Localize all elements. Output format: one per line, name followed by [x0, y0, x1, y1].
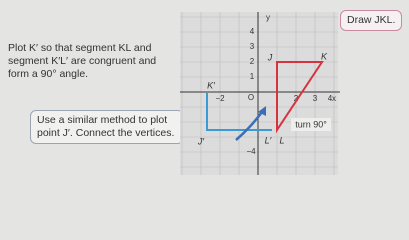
- point-label: L: [279, 135, 284, 145]
- point-label: K′: [207, 80, 215, 90]
- point-label: L′: [265, 135, 272, 145]
- graph: y x O 4 3 2 1 −4 −2 2 3 4 J K L L′ K′ J′…: [180, 12, 340, 175]
- tick-label: −4: [246, 147, 256, 156]
- point-label: J: [267, 52, 273, 62]
- page: Plot K′ so that segment KL and segment K…: [8, 10, 403, 175]
- axis-label: x: [332, 94, 336, 103]
- tick-label: 4: [328, 94, 333, 103]
- turn-label: turn 90°: [295, 119, 327, 129]
- tick-label: 2: [294, 94, 299, 103]
- arrow-head: [258, 106, 266, 116]
- origin-label: O: [248, 93, 254, 102]
- point-label: K: [321, 51, 328, 61]
- instruction-box: Use a similar method to plot point J′. C…: [30, 110, 184, 144]
- instruction: Plot K′ so that segment KL and segment K…: [8, 42, 157, 80]
- triangle-prime: [206, 93, 272, 131]
- point-label: J′: [197, 136, 205, 146]
- tick-label: 3: [250, 42, 255, 51]
- triangle-jkl: [276, 61, 324, 134]
- tick-label: 1: [250, 72, 255, 81]
- tick-label: 4: [250, 27, 255, 36]
- tick-label: 2: [250, 57, 255, 66]
- tick-label: −2: [215, 94, 225, 103]
- tick-label: 3: [313, 94, 318, 103]
- draw-box: Draw JKL.: [340, 10, 403, 31]
- turn-arrow: [235, 111, 263, 141]
- turn-bg: [291, 118, 331, 131]
- axis-label: y: [266, 13, 270, 22]
